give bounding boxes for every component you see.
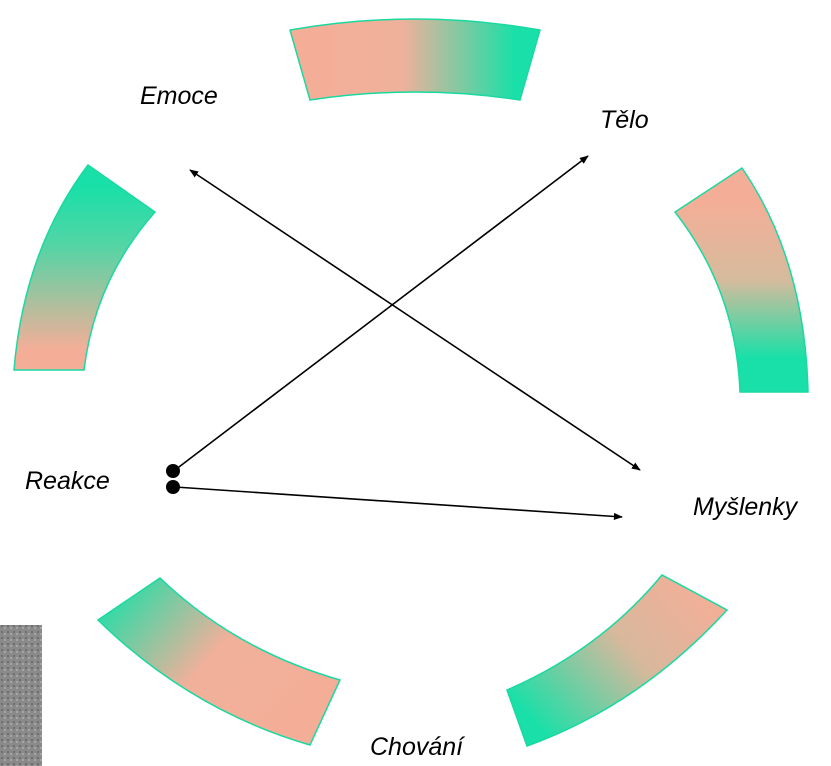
ring-segment bbox=[289, 18, 541, 101]
ring-segment bbox=[506, 574, 729, 747]
node-label: Emoce bbox=[140, 82, 218, 110]
node-label: Chování bbox=[370, 733, 465, 761]
dot bbox=[166, 480, 180, 494]
node-label: Tělo bbox=[600, 106, 649, 134]
photo-fragment bbox=[0, 625, 42, 766]
ring-segment bbox=[13, 163, 157, 371]
dot bbox=[166, 464, 180, 478]
arrow bbox=[174, 155, 589, 471]
ring-segment bbox=[673, 166, 809, 393]
arrow bbox=[189, 169, 641, 471]
ring-segment bbox=[96, 577, 342, 746]
arrow bbox=[174, 486, 623, 521]
node-label: Myšlenky bbox=[693, 493, 799, 521]
node-label: Reakce bbox=[25, 467, 110, 495]
